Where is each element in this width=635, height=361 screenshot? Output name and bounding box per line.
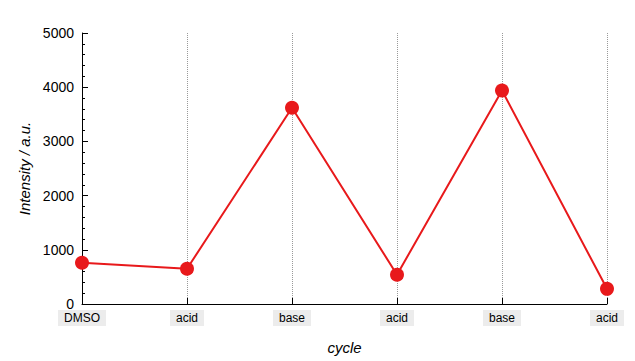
- svg-text:cycle: cycle: [327, 339, 361, 356]
- svg-text:5000: 5000: [43, 25, 74, 41]
- svg-text:base: base: [489, 311, 515, 325]
- svg-text:Intensity / a.u.: Intensity / a.u.: [16, 122, 33, 215]
- svg-text:base: base: [279, 311, 305, 325]
- svg-text:acid: acid: [176, 311, 198, 325]
- svg-text:1000: 1000: [43, 242, 74, 258]
- svg-text:4000: 4000: [43, 79, 74, 95]
- svg-text:3000: 3000: [43, 133, 74, 149]
- svg-text:acid: acid: [386, 311, 408, 325]
- svg-text:DMSO: DMSO: [64, 311, 100, 325]
- svg-text:0: 0: [66, 296, 74, 312]
- svg-text:2000: 2000: [43, 188, 74, 204]
- svg-text:acid: acid: [596, 311, 618, 325]
